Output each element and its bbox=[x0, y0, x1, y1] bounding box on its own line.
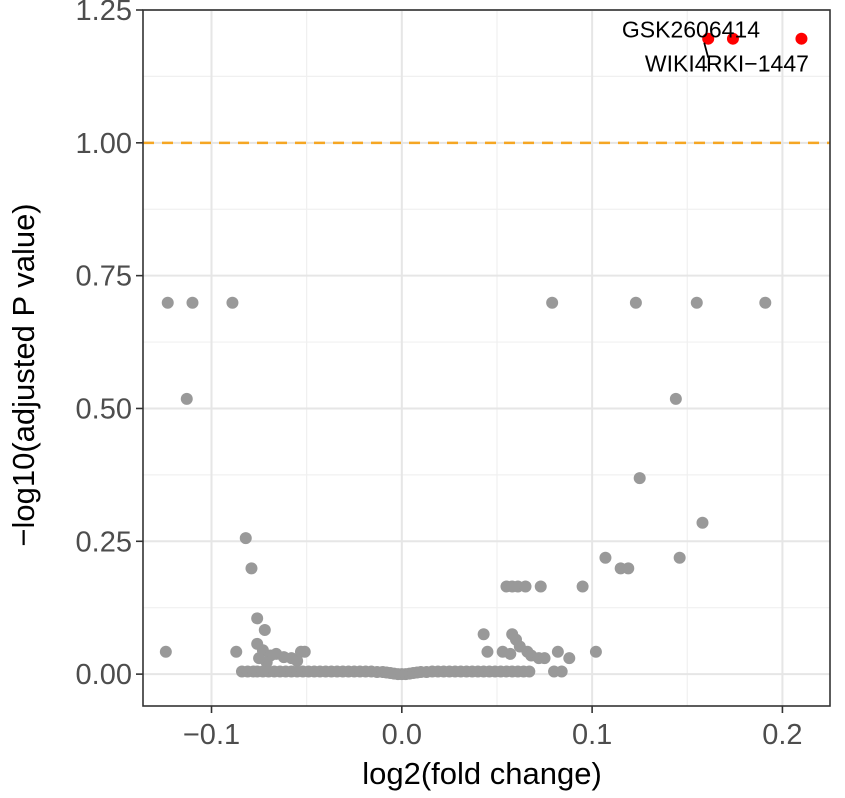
x-axis-title: log2(fold change) bbox=[362, 756, 602, 791]
data-point bbox=[519, 580, 532, 593]
data-point bbox=[551, 645, 564, 658]
data-point bbox=[538, 652, 551, 665]
y-axis-title: −log10(adjusted P value) bbox=[6, 203, 41, 546]
data-point bbox=[180, 392, 193, 405]
data-point bbox=[546, 296, 559, 309]
data-point bbox=[629, 296, 642, 309]
y-tick-label: 0.75 bbox=[76, 261, 132, 293]
data-point bbox=[523, 665, 536, 678]
data-point bbox=[555, 665, 568, 678]
data-point bbox=[258, 624, 271, 637]
panel-border bbox=[142, 9, 831, 707]
data-point bbox=[251, 612, 264, 625]
data-point bbox=[230, 645, 243, 658]
data-point bbox=[759, 296, 772, 309]
data-point bbox=[599, 551, 612, 564]
data-point bbox=[291, 654, 304, 667]
data-point bbox=[186, 296, 199, 309]
data-point bbox=[161, 296, 174, 309]
data-point bbox=[481, 645, 494, 658]
point-label: GSK2606414 bbox=[622, 17, 760, 43]
data-point bbox=[673, 551, 686, 564]
data-point bbox=[633, 472, 646, 485]
significant-point bbox=[702, 32, 715, 45]
y-tick-label: 1.00 bbox=[76, 128, 132, 160]
data-point bbox=[690, 296, 703, 309]
y-tick-label: 0.25 bbox=[76, 526, 132, 558]
y-axis-ticks: 0.00 0.25 0.50 0.75 1.00 1.25 bbox=[76, 0, 143, 691]
significant-point bbox=[795, 32, 808, 45]
x-axis-ticks: −0.1 0.0 0.1 0.2 bbox=[183, 706, 803, 751]
data-point bbox=[576, 580, 589, 593]
data-point bbox=[159, 645, 172, 658]
point-labels-layer: WIKI4 GSK2606414 RKI−1447 bbox=[622, 17, 809, 77]
point-label: RKI−1447 bbox=[706, 51, 809, 77]
significant-point bbox=[726, 32, 739, 45]
y-tick-label: 0.50 bbox=[76, 393, 132, 425]
data-point bbox=[253, 652, 266, 665]
data-point bbox=[589, 645, 602, 658]
data-point bbox=[696, 516, 709, 529]
data-point bbox=[245, 562, 258, 575]
point-label: WIKI4 bbox=[645, 51, 708, 77]
data-point bbox=[669, 392, 682, 405]
data-point bbox=[226, 296, 239, 309]
data-point bbox=[239, 532, 252, 545]
y-tick-label: 0.00 bbox=[76, 659, 132, 691]
points-layer bbox=[159, 32, 808, 681]
label-leader-line bbox=[703, 42, 710, 58]
data-point bbox=[563, 652, 576, 665]
x-tick-label: 0.2 bbox=[762, 719, 802, 751]
x-tick-label: 0.0 bbox=[382, 719, 422, 751]
x-tick-label: 0.1 bbox=[572, 719, 612, 751]
x-tick-label: −0.1 bbox=[183, 719, 240, 751]
data-point bbox=[477, 628, 490, 641]
y-tick-label: 1.25 bbox=[76, 0, 132, 27]
data-point bbox=[534, 580, 547, 593]
data-point bbox=[504, 647, 517, 660]
data-point bbox=[298, 645, 311, 658]
data-point bbox=[622, 562, 635, 575]
data-point bbox=[513, 640, 526, 653]
